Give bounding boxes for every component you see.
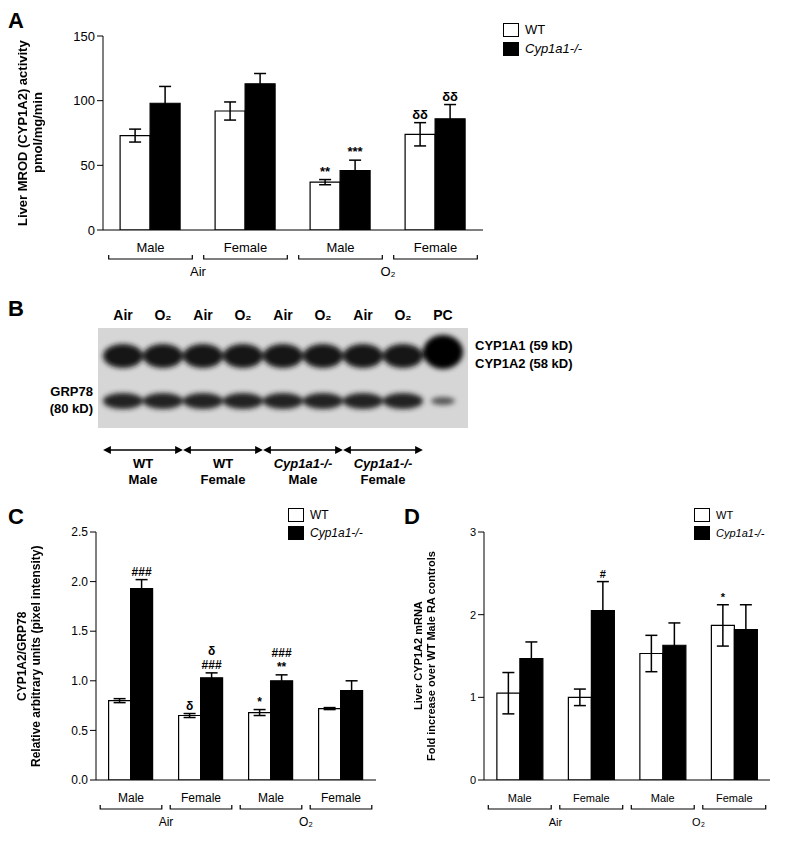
html-text:D: D (404, 504, 420, 529)
svg-text:Air: Air (273, 307, 293, 323)
svg-text:***: *** (348, 144, 364, 159)
svg-text:O₂: O₂ (234, 307, 251, 323)
svg-text:###: ### (132, 565, 152, 579)
svg-text:Cyp1a1-/-: Cyp1a1-/- (274, 456, 333, 471)
svg-text:δδ: δδ (412, 107, 428, 122)
html-text:WT: WT (525, 22, 546, 37)
svg-text:Male: Male (118, 791, 144, 805)
svg-text:Air: Air (159, 815, 174, 829)
svg-text:δδ: δδ (442, 89, 458, 104)
svg-text:0.5: 0.5 (71, 724, 88, 738)
svg-text:Air: Air (353, 307, 373, 323)
html-text:Liver CYP1A2 mRNA: Liver CYP1A2 mRNA (412, 601, 424, 711)
svg-text:1.0: 1.0 (71, 674, 88, 688)
svg-text:(80 kD): (80 kD) (50, 401, 93, 416)
svg-text:WT: WT (133, 456, 153, 471)
svg-text:Male: Male (136, 240, 164, 255)
svg-text:0.0: 0.0 (71, 773, 88, 787)
svg-text:Male: Male (508, 792, 532, 804)
svg-text:Air: Air (190, 264, 207, 279)
svg-text:Female: Female (716, 792, 753, 804)
svg-text:50: 50 (81, 158, 95, 173)
svg-text:Female: Female (201, 472, 246, 487)
svg-text:Air: Air (549, 816, 563, 828)
svg-text:*: * (257, 695, 262, 709)
html-text:Liver MROD (CYP1A2) activity: Liver MROD (CYP1A2) activity (15, 40, 30, 226)
svg-text:Male: Male (326, 240, 354, 255)
svg-text:Cyp1a1-/-: Cyp1a1-/- (354, 456, 413, 471)
svg-text:1.5: 1.5 (71, 624, 88, 638)
svg-text:2: 2 (470, 609, 476, 621)
svg-text:Female: Female (321, 791, 361, 805)
svg-text:O₂: O₂ (299, 815, 313, 829)
svg-text:GRP78: GRP78 (50, 384, 93, 399)
svg-text:O₂: O₂ (154, 307, 171, 323)
svg-text:*: * (721, 591, 726, 603)
svg-text:Female: Female (414, 240, 457, 255)
svg-text:O₂: O₂ (692, 816, 705, 828)
html-text:pmol/mg/min: pmol/mg/min (29, 92, 45, 174)
svg-text:Male: Male (289, 472, 318, 487)
svg-text:Female: Female (224, 240, 267, 255)
svg-text:Male: Male (651, 792, 675, 804)
svg-text:Air: Air (113, 307, 133, 323)
html-text:Relative arbitrary units (pixe: Relative arbitrary units (pixel intensit… (28, 545, 43, 767)
svg-text:**: ** (277, 660, 287, 674)
html-text:Cyp1a1-/-: Cyp1a1-/- (310, 526, 363, 540)
svg-text:3: 3 (470, 526, 476, 538)
svg-text:#: # (600, 568, 606, 580)
html-text:WT: WT (310, 508, 329, 522)
svg-text:0: 0 (470, 774, 476, 786)
svg-text:###: ### (272, 646, 292, 660)
html-text:B: B (8, 296, 24, 321)
svg-text:###: ### (202, 658, 222, 672)
svg-text:Female: Female (361, 472, 406, 487)
html-text:Cyp1a1-/-: Cyp1a1-/- (525, 41, 583, 56)
svg-text:δ: δ (208, 644, 215, 658)
svg-text:Air: Air (193, 307, 213, 323)
svg-text:2.5: 2.5 (71, 525, 88, 539)
svg-text:1: 1 (470, 691, 476, 703)
svg-text:Male: Male (129, 472, 158, 487)
svg-text:WT: WT (213, 456, 233, 471)
svg-text:**: ** (320, 164, 331, 179)
html-text:A: A (8, 8, 24, 33)
svg-text:O₂: O₂ (314, 307, 331, 323)
svg-text:Male: Male (258, 791, 284, 805)
svg-text:CYP1A2 (58 kD): CYP1A2 (58 kD) (475, 356, 573, 371)
svg-text:O₂: O₂ (394, 307, 411, 323)
html-text:Fold increase over WT Male RA: Fold increase over WT Male RA controls (424, 551, 437, 761)
html-text:Cyp1a1-/-: Cyp1a1-/- (716, 527, 765, 539)
svg-text:0: 0 (88, 223, 95, 238)
svg-text:PC: PC (433, 307, 452, 323)
svg-text:δ: δ (186, 699, 193, 713)
svg-text:2.0: 2.0 (71, 575, 88, 589)
html-text:WT: WT (716, 509, 734, 521)
svg-text:O₂: O₂ (380, 264, 395, 279)
svg-text:Female: Female (573, 792, 610, 804)
svg-text:CYP1A1 (59 kD): CYP1A1 (59 kD) (475, 338, 573, 353)
svg-text:100: 100 (73, 93, 95, 108)
html-text:CYP1A2/GRP78: CYP1A2/GRP78 (15, 611, 29, 701)
svg-text:Female: Female (181, 791, 221, 805)
svg-text:150: 150 (73, 29, 95, 44)
html-text:C: C (8, 504, 24, 529)
